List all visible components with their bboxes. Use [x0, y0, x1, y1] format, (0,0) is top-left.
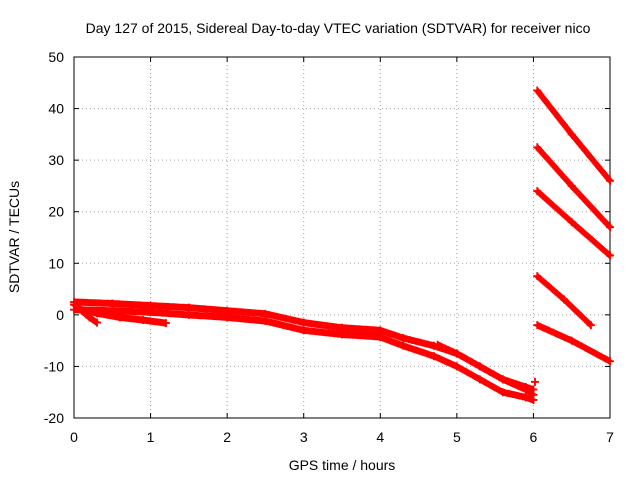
series-track-late	[433, 340, 538, 399]
chart-title: Day 127 of 2015, Sidereal Day-to-day VTE…	[86, 20, 591, 36]
data-point	[223, 306, 232, 315]
data-point	[452, 362, 461, 371]
marker-band	[434, 341, 537, 399]
data-point	[161, 319, 170, 328]
data-point	[261, 309, 270, 318]
data-point	[146, 308, 155, 317]
data-point	[529, 390, 538, 399]
data-point	[376, 333, 385, 342]
series-track-short-a	[73, 304, 170, 328]
data-point	[533, 143, 542, 152]
x-tick-label: 6	[530, 429, 538, 445]
series-track-1	[533, 86, 614, 185]
grid	[74, 57, 610, 418]
data-point	[606, 176, 614, 185]
data-point	[452, 349, 461, 358]
marker-band	[533, 321, 614, 365]
data-point	[70, 300, 78, 309]
data-point	[399, 341, 408, 350]
data-point	[521, 385, 530, 394]
data-point	[92, 318, 101, 327]
data-point	[108, 299, 117, 308]
data-point	[184, 303, 193, 312]
data-point	[567, 130, 576, 139]
x-tick-labels: 0 1 2 3 4 5 6 7	[70, 429, 614, 445]
data-point	[115, 313, 124, 322]
data-point	[429, 352, 438, 361]
y-tick-label: 20	[48, 204, 64, 220]
data-point	[567, 336, 576, 345]
data-point	[338, 330, 346, 339]
data-point	[77, 306, 86, 315]
y-tick-label: -10	[44, 358, 64, 374]
data-point	[433, 340, 442, 349]
data-point	[586, 321, 595, 330]
data-point	[184, 310, 193, 319]
data-point	[498, 375, 507, 384]
y-tick-label: 10	[48, 255, 64, 271]
data-point	[261, 317, 270, 326]
series-track-3	[533, 187, 614, 260]
data-point	[475, 375, 484, 384]
data-point	[299, 326, 308, 335]
data-point	[567, 218, 576, 227]
x-tick-label: 0	[70, 429, 78, 445]
y-tick-labels: -20 -10 0 10 20 30 40 50	[44, 49, 64, 426]
data-point	[533, 321, 542, 330]
data-point	[498, 388, 507, 397]
data-point	[399, 334, 408, 343]
marker-band	[533, 187, 614, 259]
x-tick-label: 7	[606, 429, 614, 445]
data-point	[521, 393, 530, 402]
series-track-2	[533, 143, 614, 232]
x-tick-label: 2	[223, 429, 231, 445]
y-axis-label: SDTVAR / TECUs	[6, 181, 22, 293]
data-point	[92, 309, 101, 318]
data-point	[567, 181, 576, 190]
series-outlier	[530, 377, 539, 386]
marker-band	[533, 143, 614, 231]
data-point	[475, 362, 484, 371]
series-track-short-b	[70, 300, 101, 327]
series-track-4	[533, 272, 595, 330]
data-point	[606, 223, 614, 232]
x-tick-label: 1	[147, 429, 155, 445]
data-point	[223, 313, 232, 322]
x-tick-label: 5	[453, 429, 461, 445]
series-track-5	[533, 321, 614, 366]
series-track-main-lower	[70, 305, 538, 404]
data-point	[530, 377, 539, 386]
data-point	[533, 272, 542, 281]
y-tick-label: 30	[48, 152, 64, 168]
data-point	[338, 323, 346, 332]
y-tick-label: 0	[56, 307, 64, 323]
data-point	[299, 318, 308, 327]
marker-band	[533, 87, 614, 185]
y-tick-label: 40	[48, 101, 64, 117]
data-points	[70, 86, 614, 404]
x-axis-label: GPS time / hours	[289, 457, 396, 473]
data-point	[138, 316, 147, 325]
ticks	[73, 56, 611, 419]
x-tick-label: 4	[376, 429, 384, 445]
data-point	[146, 301, 155, 310]
x-tick-label: 3	[300, 429, 308, 445]
y-tick-label: -20	[44, 410, 64, 426]
data-point	[560, 295, 569, 304]
plot-frame	[73, 56, 611, 419]
data-point	[85, 313, 94, 322]
data-point	[376, 326, 385, 335]
data-point	[533, 187, 542, 196]
data-point	[606, 251, 614, 260]
y-tick-label: 50	[48, 49, 64, 65]
data-point	[606, 357, 614, 366]
data-point	[533, 86, 542, 95]
